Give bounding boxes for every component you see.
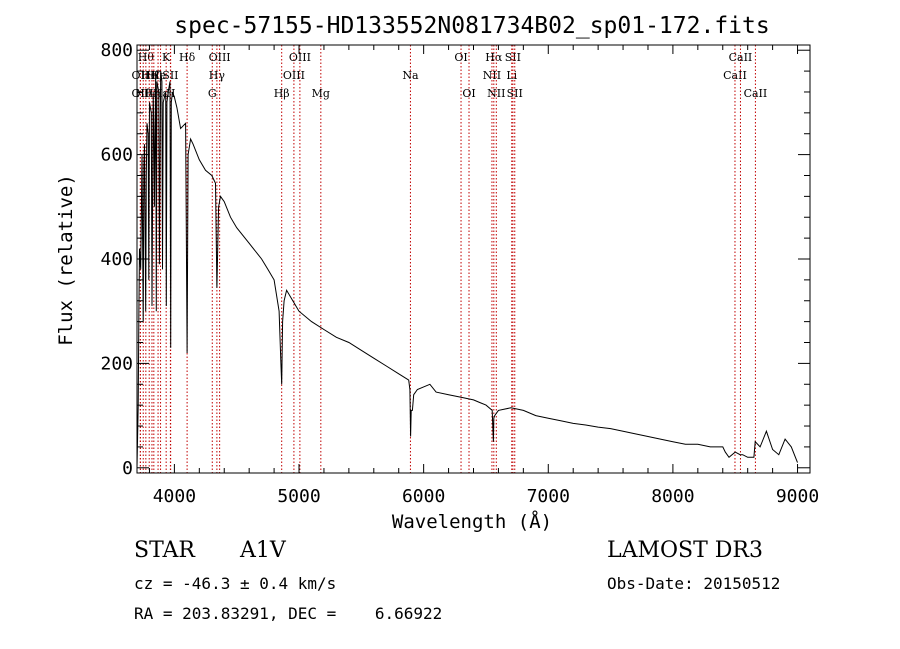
y-tick-label: 0 (122, 458, 133, 479)
emission-line-markers: OIIOIIHθHθHeHηHζHeHεKSIIHHδGHγOIIIHβOIII… (132, 45, 768, 473)
obs-date-text: Obs-Date: 20150512 (607, 574, 781, 593)
line-marker-label: OII (132, 87, 150, 100)
line-marker-label: OIII (289, 51, 311, 64)
line-marker-label: OI (454, 51, 467, 64)
y-tick-label: 800 (100, 40, 133, 61)
line-marker-label: He (150, 69, 166, 82)
line-marker-label: NII (483, 69, 501, 82)
object-subclass: A1V (240, 538, 286, 563)
coordinates-text: RA = 203.83291, DEC = 6.66922 (134, 604, 443, 623)
line-marker-label: Mg (312, 87, 330, 100)
redshift-text: cz = -46.3 ± 0.4 km/s (134, 574, 337, 593)
y-tick-label: 200 (100, 353, 133, 374)
x-tick-label: 9000 (776, 486, 819, 507)
line-marker-label: G (208, 87, 217, 100)
line-marker-label: SII (507, 87, 523, 100)
x-tick-label: 7000 (527, 486, 570, 507)
plot-frame (136, 44, 811, 474)
axis-ticks: 4000 5000 6000 7000 8000 9000 0 200 400 600 800 (100, 40, 819, 507)
line-marker-label: Na (402, 69, 419, 82)
line-marker-label: CaII (729, 51, 753, 64)
line-marker-label: Hζ (146, 69, 162, 82)
line-marker-label: H (166, 87, 176, 100)
line-marker-label: NII (487, 87, 505, 100)
line-marker-label: Hα (485, 51, 503, 64)
spectrum-line (136, 71, 798, 468)
line-marker-label: OII (132, 69, 150, 82)
line-marker-label: Hβ (274, 87, 290, 100)
object-class: STAR (134, 538, 195, 563)
x-tick-label: 4000 (153, 486, 196, 507)
y-axis-label: Flux (relative) (55, 174, 77, 346)
y-tick-label: 400 (100, 249, 133, 270)
chart-title: spec-57155-HD133552N081734B02_sp01-172.f… (174, 13, 769, 39)
line-marker-label: Hθ (135, 87, 152, 100)
x-tick-label: 6000 (402, 486, 445, 507)
line-marker-label: Hδ (179, 51, 196, 64)
line-marker-label: Li (506, 69, 517, 82)
x-axis-label: Wavelength (Å) (392, 510, 552, 533)
line-marker-label: He (141, 69, 157, 82)
x-tick-label: 8000 (651, 486, 694, 507)
line-marker-label: OI (462, 87, 475, 100)
x-tick-label: 5000 (277, 486, 320, 507)
line-marker-label: Hθ (138, 51, 155, 64)
line-marker-label: OIII (209, 51, 231, 64)
line-marker-label: Hγ (209, 69, 226, 82)
line-marker-label: CaII (723, 69, 747, 82)
line-marker-label: SII (505, 51, 521, 64)
line-marker-label: CaII (744, 87, 768, 100)
line-marker-label: OIII (283, 69, 305, 82)
line-marker-label: K (162, 51, 171, 64)
y-tick-label: 600 (100, 145, 133, 166)
survey-name: LAMOST DR3 (607, 538, 763, 563)
line-marker-label: SII (162, 69, 178, 82)
